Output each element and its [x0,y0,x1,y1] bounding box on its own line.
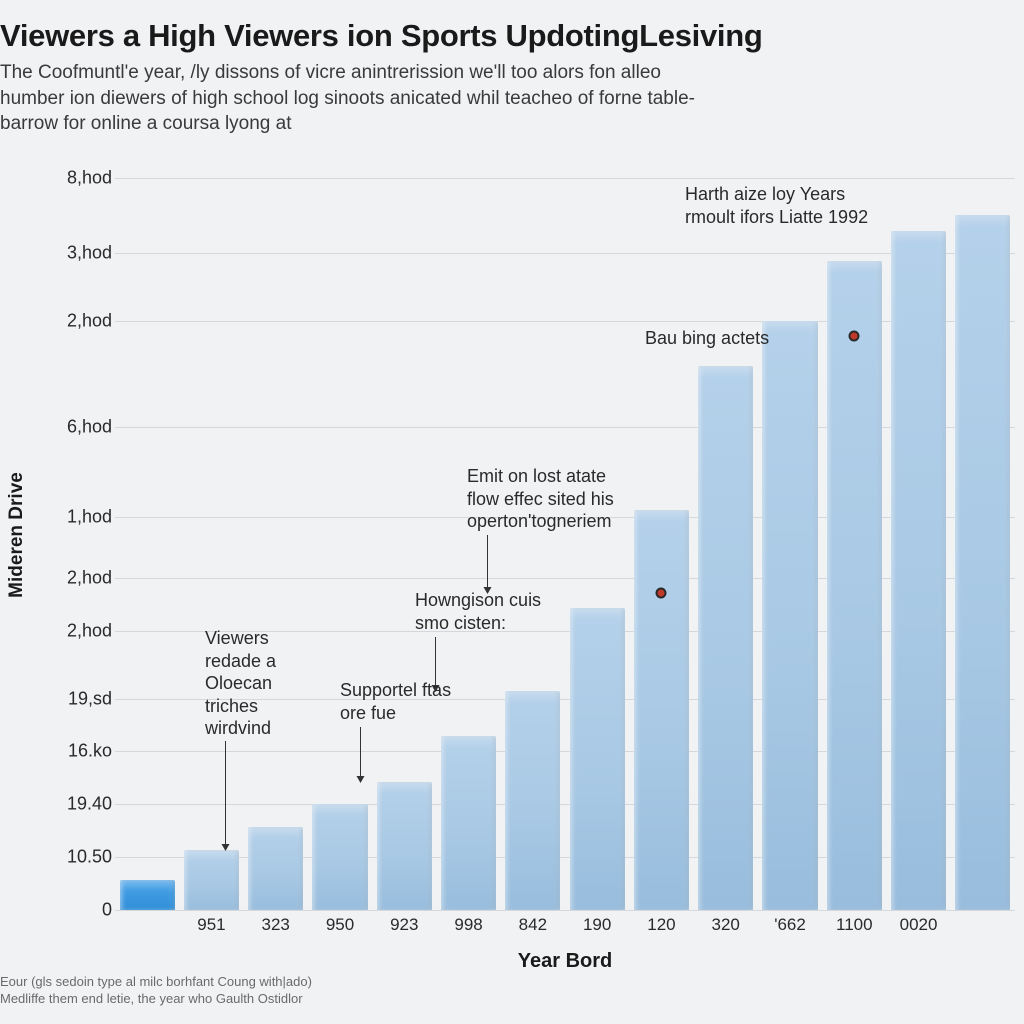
bar [762,321,817,910]
y-tick-label: 2,hod [22,567,112,588]
plot-area: Harth aize loy Years rmoult ifors Liatte… [115,155,1015,910]
annotation-leader [360,727,361,776]
grid-line [115,178,1015,179]
bar [312,804,367,910]
annotation-leader [487,535,488,587]
annotation-label: Viewers redade a Oloecan triches wirdvin… [205,627,276,740]
annotation-arrow [484,587,492,594]
y-tick-label: 16.ko [22,741,112,762]
chart-title: Viewers a High Viewers ion Sports Updoti… [0,18,762,54]
chart-footnote: Eour (gls sedoin type al milc borhfant C… [0,973,312,1008]
bar [955,215,1010,910]
y-tick-label: 1,hod [22,507,112,528]
annotation-label: Bau bing actets [645,327,769,350]
bar [570,608,625,910]
x-tick-label: 320 [712,915,740,935]
chart-area: Mideren Drive Harth aize loy Years rmoul… [0,155,1024,950]
grid-line [115,253,1015,254]
bar [120,880,175,910]
y-tick-label: 8,hod [22,167,112,188]
y-tick-label: 2,hod [22,311,112,332]
y-tick-label: 0 [22,900,112,921]
x-tick-label: 842 [519,915,547,935]
y-tick-label: 2,hod [22,620,112,641]
annotation-dot [849,331,860,342]
y-tick-label: 6,hod [22,416,112,437]
annotation-leader [225,741,226,844]
bar [827,261,882,910]
x-tick-label: 1100 [836,915,873,935]
y-tick-label: 19,sd [22,688,112,709]
x-tick-label: 120 [647,915,675,935]
x-tick-label: 190 [583,915,611,935]
x-tick-label: 323 [262,915,290,935]
bar [634,510,689,910]
y-tick-label: 19.40 [22,794,112,815]
annotation-arrow [357,776,365,783]
x-tick-label: '662 [774,915,806,935]
bar [891,231,946,911]
annotation-leader [435,637,436,685]
x-tick-label: 0020 [900,915,938,935]
annotation-arrow [432,685,440,692]
x-tick-label: 998 [454,915,482,935]
chart-subtitle: The Coofmuntl'e year, /ly dissons of vic… [0,60,695,137]
bar [248,827,303,910]
x-tick-label: 923 [390,915,418,935]
bar [184,850,239,910]
x-axis-label: Year Bord [115,950,1015,973]
annotation-label: Harth aize loy Years rmoult ifors Liatte… [685,183,868,228]
x-tick-label: 951 [197,915,225,935]
annotation-label: Emit on lost atate flow effec sited his … [467,465,614,533]
y-tick-label: 3,hod [22,243,112,264]
bar [505,691,560,910]
y-tick-label: 10.50 [22,847,112,868]
annotation-arrow [222,844,230,851]
annotation-dot [656,587,667,598]
bar [377,782,432,910]
bar [441,736,496,910]
x-tick-label: 950 [326,915,354,935]
annotation-label: Howngison cuis smo cisten: [415,589,541,634]
grid-line [115,910,1015,911]
bar [698,366,753,910]
